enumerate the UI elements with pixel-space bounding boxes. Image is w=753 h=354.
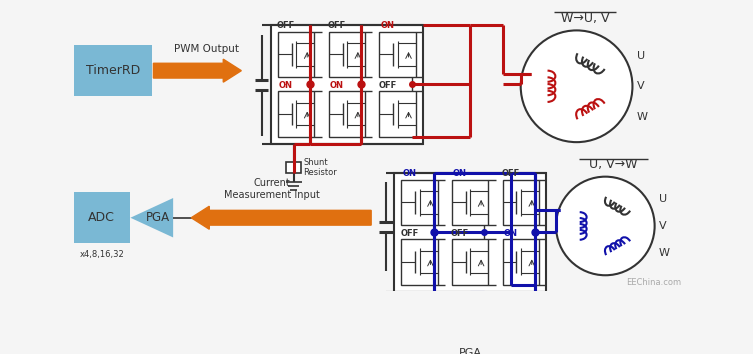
- Circle shape: [521, 30, 633, 142]
- Text: OFF: OFF: [451, 229, 469, 238]
- Text: ADC: ADC: [88, 211, 115, 224]
- Bar: [394, 172, 546, 292]
- Text: U: U: [659, 194, 667, 204]
- FancyArrow shape: [191, 206, 371, 229]
- Text: ON: ON: [330, 81, 344, 90]
- Text: W→U, V: W→U, V: [560, 11, 609, 24]
- Text: ON: ON: [504, 229, 518, 238]
- Text: TimerRD: TimerRD: [86, 64, 140, 77]
- Bar: [380, 91, 416, 137]
- Bar: [452, 180, 489, 225]
- Bar: [380, 32, 416, 77]
- Text: W: W: [659, 248, 669, 258]
- Text: EEChina.com: EEChina.com: [626, 278, 681, 287]
- Circle shape: [556, 177, 654, 275]
- Bar: [502, 180, 539, 225]
- Bar: [271, 25, 423, 144]
- Bar: [328, 91, 365, 137]
- Text: V: V: [659, 221, 666, 231]
- Bar: [401, 180, 437, 225]
- Text: OFF: OFF: [378, 81, 397, 90]
- Text: ON: ON: [453, 169, 467, 178]
- Bar: [286, 162, 301, 173]
- Text: ON: ON: [402, 169, 416, 178]
- FancyArrow shape: [154, 59, 241, 82]
- Text: V: V: [636, 81, 644, 91]
- Bar: [328, 32, 365, 77]
- Text: W: W: [636, 112, 648, 122]
- Text: OFF: OFF: [401, 229, 419, 238]
- Bar: [74, 192, 130, 243]
- Text: x4,8,16,32: x4,8,16,32: [79, 250, 124, 259]
- Bar: [278, 32, 315, 77]
- Text: OFF: OFF: [328, 21, 346, 30]
- Bar: [278, 91, 315, 137]
- Text: U, V→W: U, V→W: [590, 158, 638, 171]
- Text: PGA: PGA: [146, 211, 170, 224]
- Text: Shunt
Resistor: Shunt Resistor: [303, 158, 337, 177]
- Polygon shape: [130, 198, 173, 238]
- Bar: [74, 45, 152, 96]
- Text: Current
Measurement Input: Current Measurement Input: [224, 178, 320, 200]
- Text: PWM Output: PWM Output: [174, 44, 239, 54]
- Text: ON: ON: [279, 81, 293, 90]
- Text: U: U: [636, 51, 645, 61]
- Text: PGA: PGA: [459, 348, 482, 354]
- Text: OFF: OFF: [277, 21, 295, 30]
- Bar: [452, 239, 489, 285]
- Bar: [463, 310, 477, 321]
- Bar: [401, 239, 437, 285]
- Text: ON: ON: [380, 21, 395, 30]
- Text: OFF: OFF: [501, 169, 520, 178]
- Bar: [502, 239, 539, 285]
